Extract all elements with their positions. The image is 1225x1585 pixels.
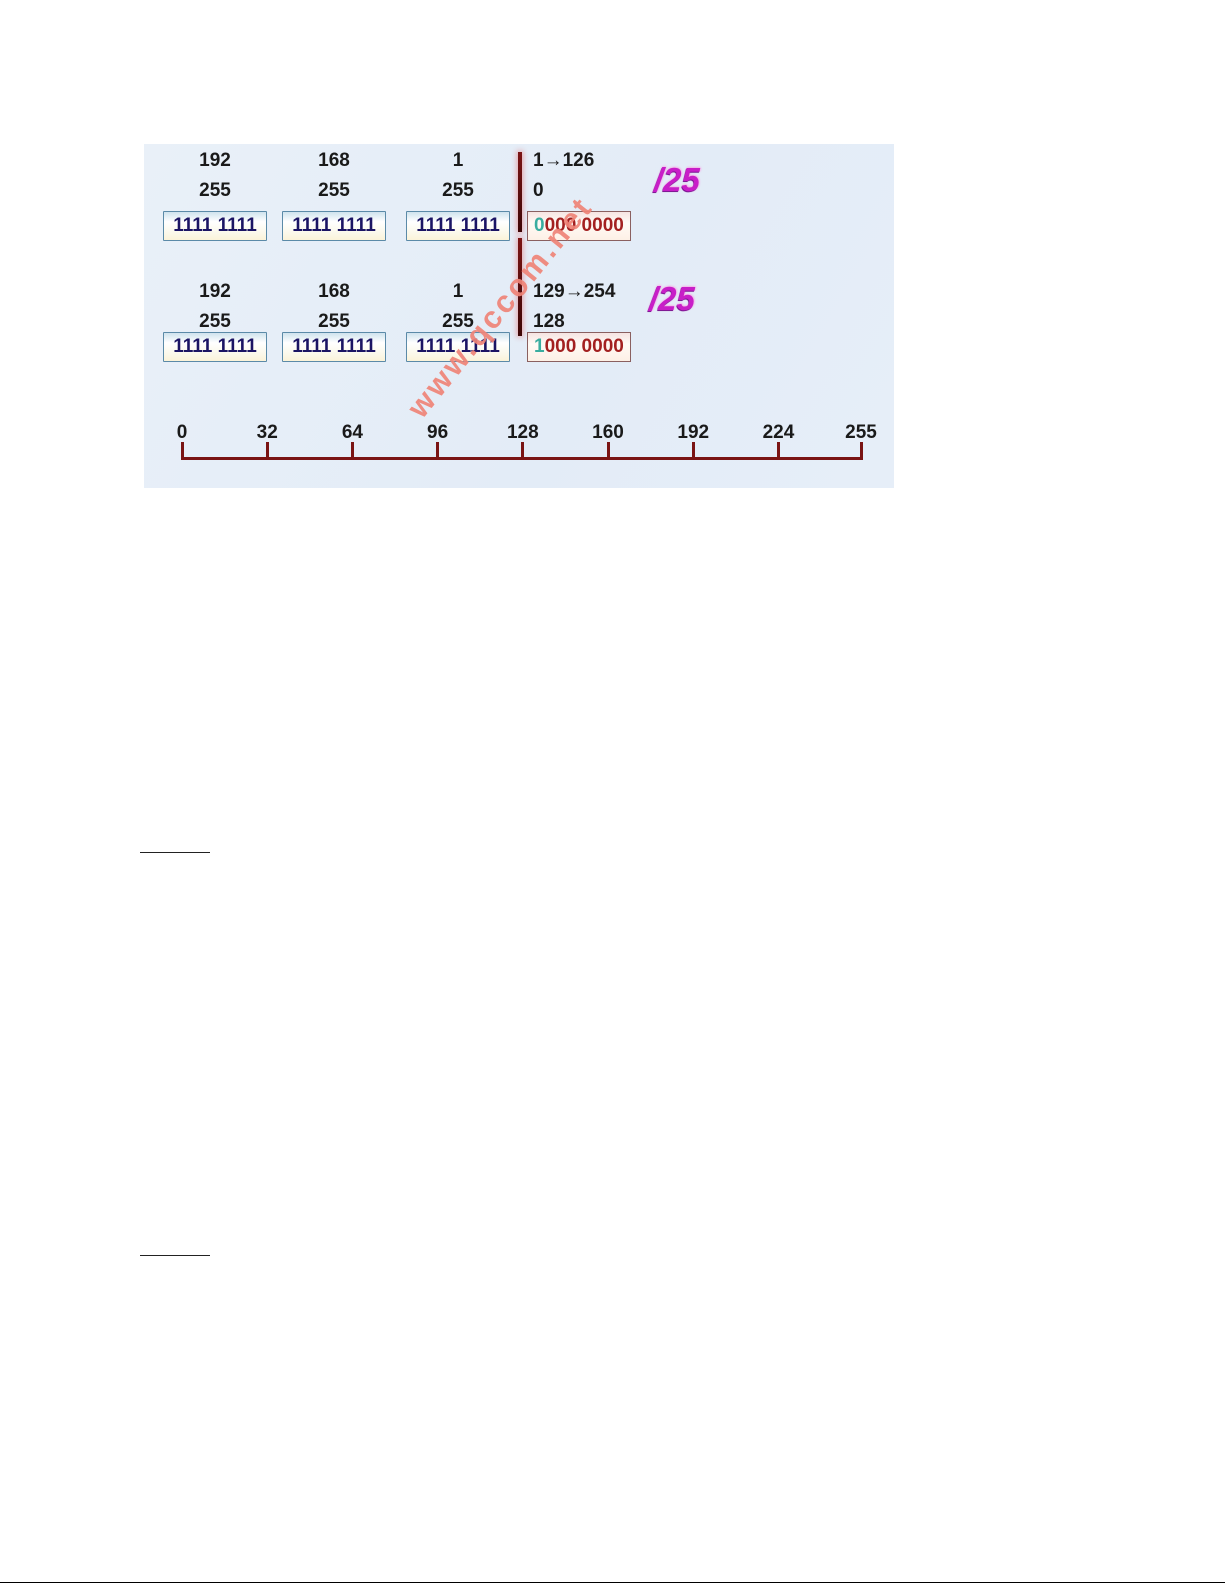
svg-text:www.qccom.net: www.qccom.net <box>400 190 600 426</box>
